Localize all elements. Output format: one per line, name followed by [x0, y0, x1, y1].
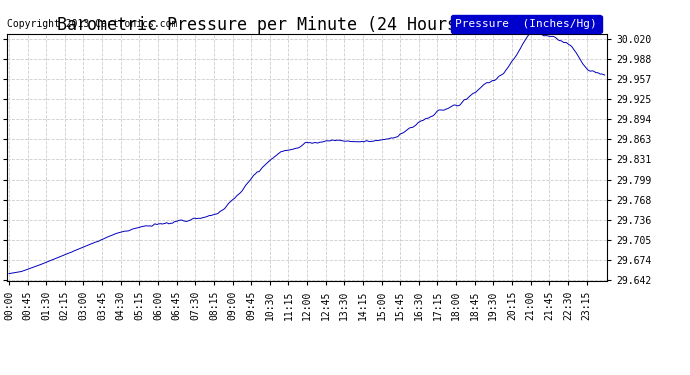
Pressure  (Inches/Hg)	[123, 229, 131, 233]
Pressure  (Inches/Hg)	[528, 30, 536, 34]
Line: Pressure  (Inches/Hg): Pressure (Inches/Hg)	[9, 32, 604, 273]
Pressure  (Inches/Hg)	[600, 73, 609, 77]
Pressure  (Inches/Hg)	[477, 85, 486, 89]
Pressure  (Inches/Hg)	[204, 214, 213, 218]
Text: Copyright 2013 Cartronics.com: Copyright 2013 Cartronics.com	[7, 19, 177, 29]
Pressure  (Inches/Hg)	[530, 31, 538, 35]
Pressure  (Inches/Hg)	[5, 271, 13, 276]
Pressure  (Inches/Hg)	[137, 224, 146, 229]
Pressure  (Inches/Hg)	[400, 130, 408, 135]
Title: Barometric Pressure per Minute (24 Hours) 20130228: Barometric Pressure per Minute (24 Hours…	[57, 16, 557, 34]
Legend: Pressure  (Inches/Hg): Pressure (Inches/Hg)	[451, 15, 602, 33]
